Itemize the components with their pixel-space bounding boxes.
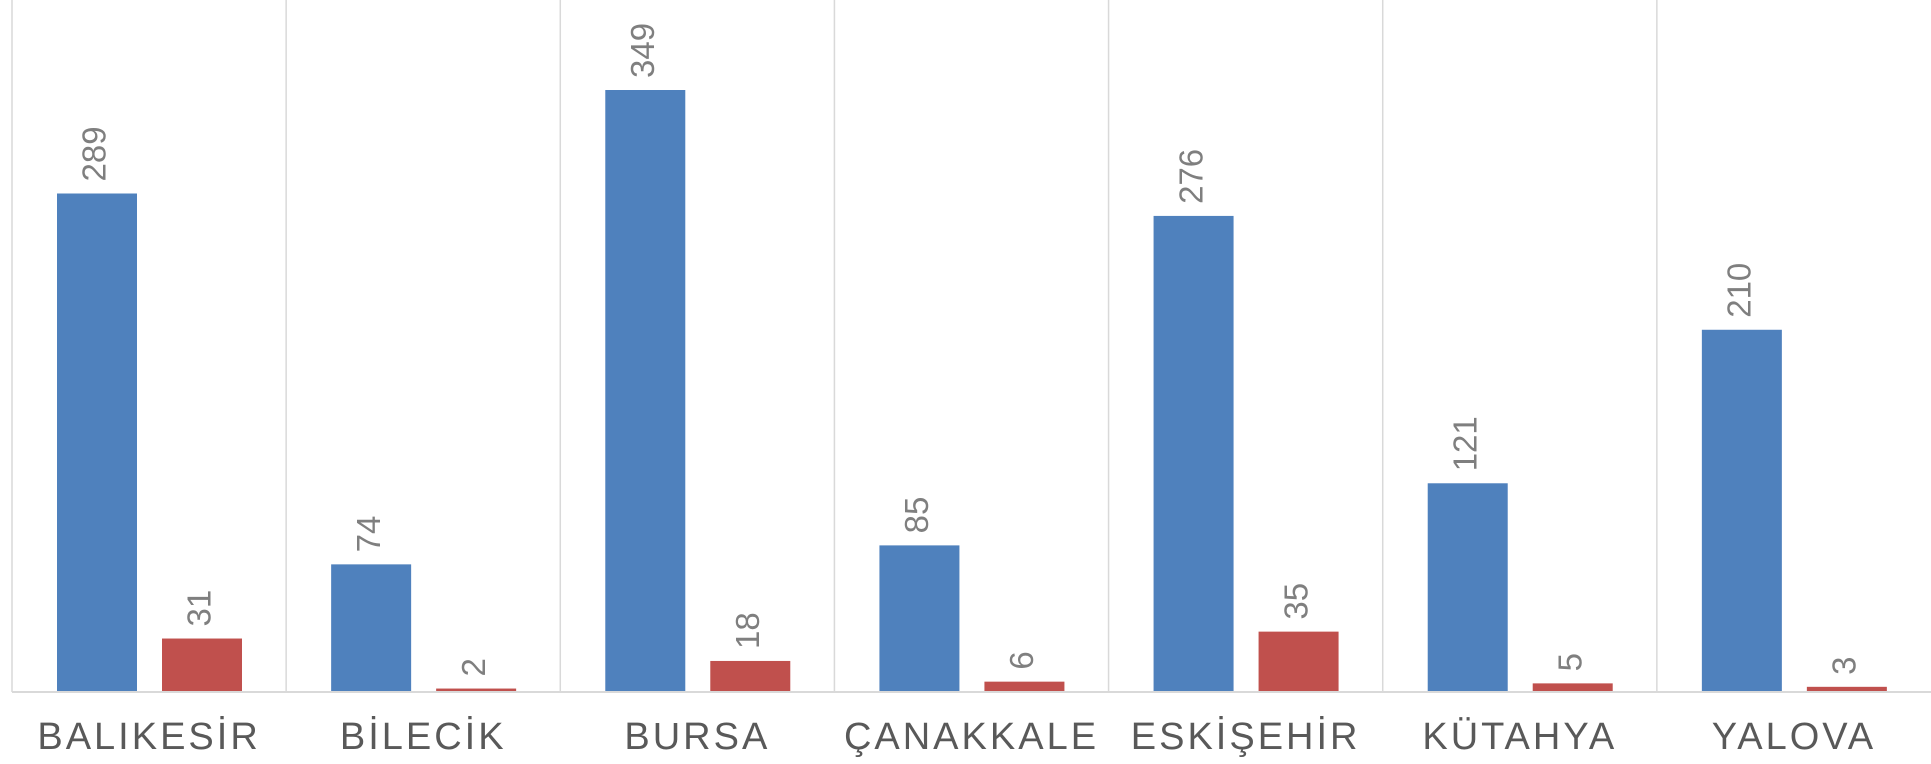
x-tick-label: KÜTAHYA [1422, 716, 1617, 758]
data-label: 210 [1721, 263, 1758, 318]
bar [984, 681, 1065, 692]
bar [710, 660, 791, 692]
x-tick-label: ÇANAKKALE [844, 716, 1099, 758]
bar [1806, 686, 1887, 692]
data-label: 35 [1277, 583, 1314, 620]
data-label: 289 [76, 126, 113, 181]
data-label: 31 [181, 590, 218, 627]
bar [1701, 329, 1782, 692]
x-tick-label: BURSA [624, 716, 770, 758]
x-tick-label: BİLECİK [340, 715, 507, 758]
bar [1258, 631, 1339, 692]
bar [879, 545, 960, 692]
bar [605, 90, 686, 692]
bar [331, 564, 412, 692]
data-label: 3 [1826, 656, 1863, 674]
bar [1427, 483, 1508, 692]
data-label: 349 [624, 23, 661, 78]
bar [436, 688, 517, 692]
data-label: 5 [1551, 653, 1588, 671]
x-tick-label: BALIKESİR [37, 715, 260, 758]
data-label: 74 [350, 516, 387, 553]
data-label: 2 [455, 658, 492, 676]
data-label: 85 [898, 497, 935, 534]
data-label: 121 [1446, 416, 1483, 471]
bar [1532, 683, 1613, 692]
data-label: 6 [1003, 651, 1040, 669]
bar [57, 193, 137, 692]
data-label: 18 [729, 612, 766, 649]
bar [162, 638, 242, 692]
bar [1153, 215, 1234, 692]
x-tick-label: ESKİŞEHİR [1131, 715, 1361, 758]
x-tick-label: YALOVA [1712, 716, 1876, 758]
data-label: 276 [1172, 149, 1209, 204]
